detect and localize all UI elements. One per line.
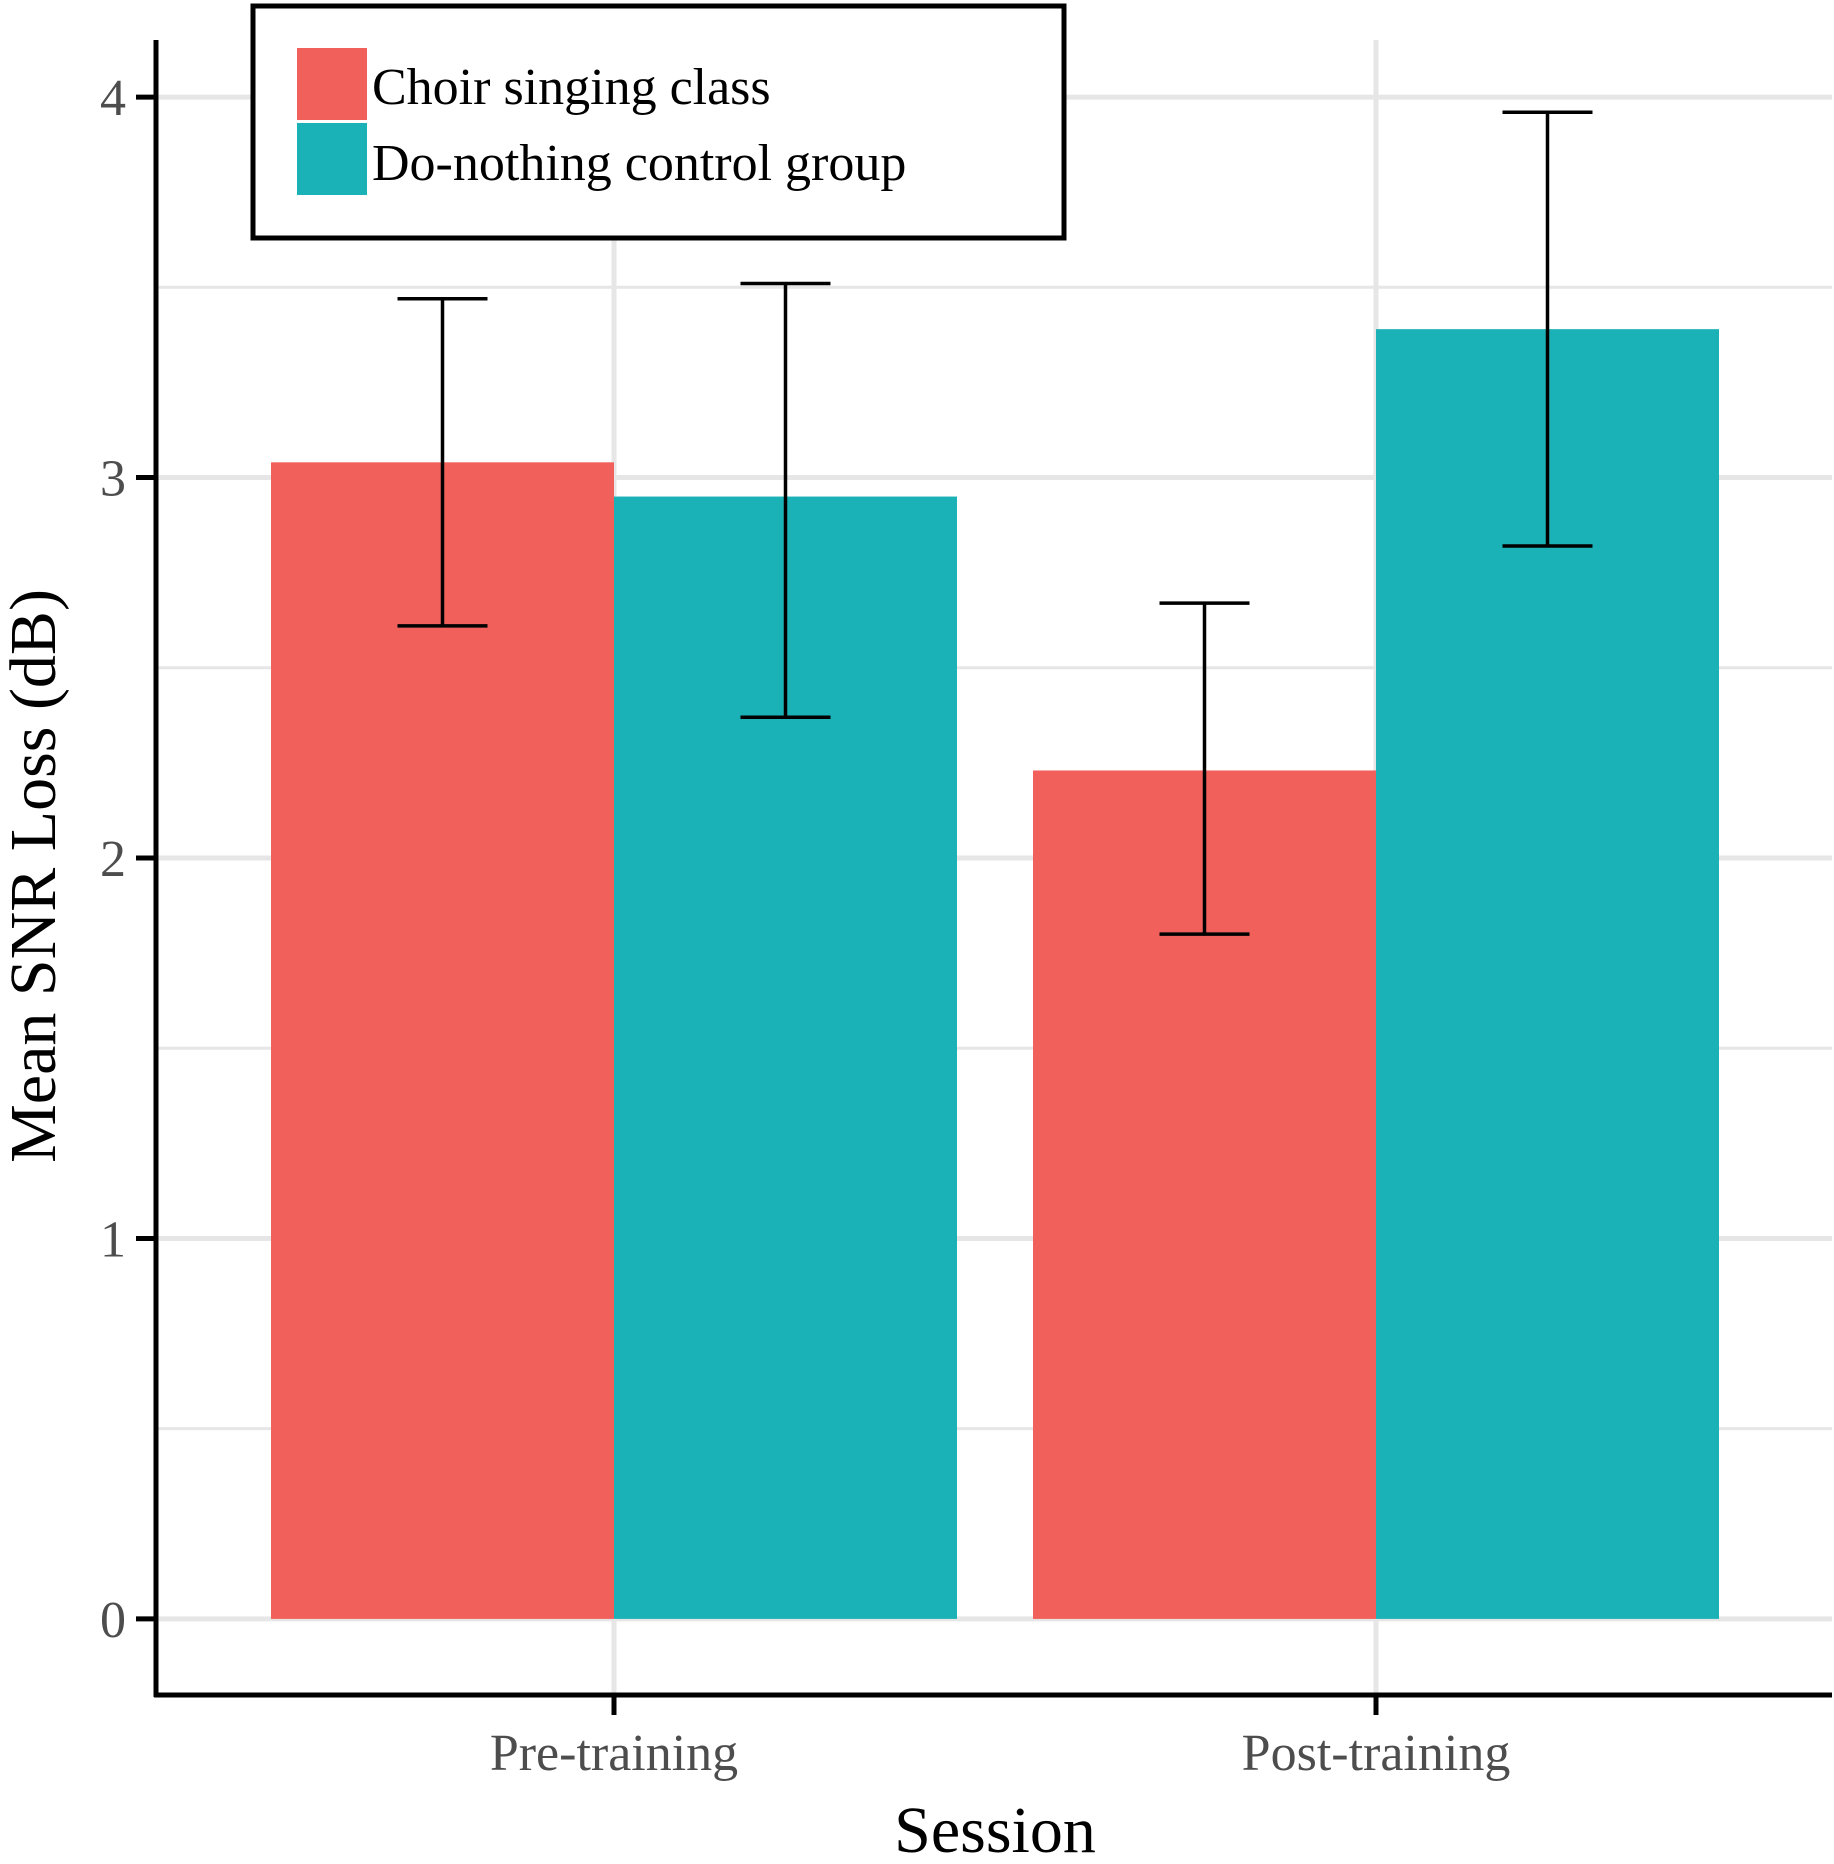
legend-box xyxy=(250,3,1067,241)
axes-layer xyxy=(136,40,1832,1715)
x-tick-label: Post-training xyxy=(1242,1725,1511,1782)
legend-label-choir: Choir singing class xyxy=(372,59,771,116)
bar-choir-pre xyxy=(271,462,614,1619)
bars-layer xyxy=(271,329,1719,1619)
y-tick-label: 4 xyxy=(100,70,126,127)
error-bars-layer xyxy=(397,110,1593,936)
legend: Choir singing class Do-nothing control g… xyxy=(250,3,1067,241)
legend-key-choir xyxy=(297,48,367,120)
legend-label-control: Do-nothing control group xyxy=(372,135,906,192)
y-axis-title: Mean SNR Loss (dB) xyxy=(0,589,70,1163)
tick-labels-layer: 0 1 2 3 4 Pre-training Post-training xyxy=(100,70,1510,1782)
y-tick-label: 1 xyxy=(100,1211,126,1268)
x-axis-title: Session xyxy=(894,1794,1096,1859)
y-tick-label: 2 xyxy=(100,831,126,888)
y-tick-label: 0 xyxy=(100,1592,126,1649)
x-tick-label: Pre-training xyxy=(490,1725,738,1782)
legend-key-control xyxy=(297,123,367,195)
y-tick-label: 3 xyxy=(100,451,126,508)
